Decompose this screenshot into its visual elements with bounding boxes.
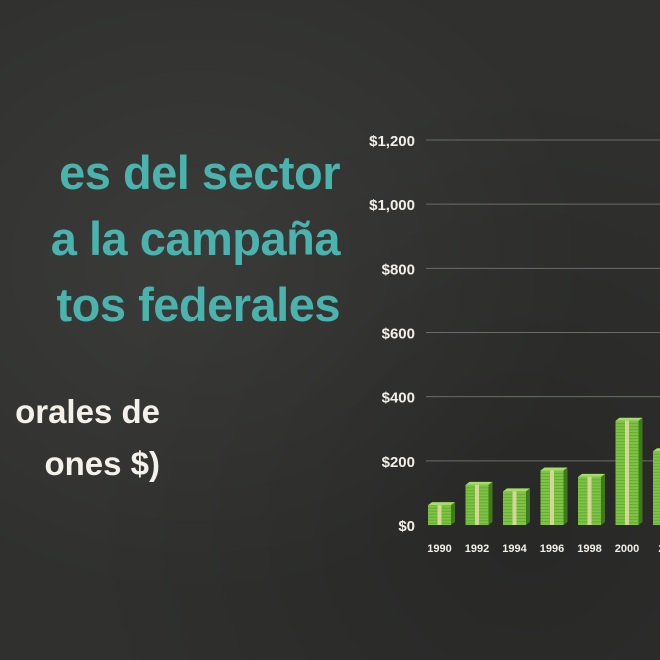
title-line-3: tos federales — [56, 278, 341, 331]
subtitle-line-2: ones $) — [44, 445, 160, 482]
y-tick-label: $600 — [382, 326, 415, 343]
y-tick-label: $1,000 — [369, 197, 415, 214]
bar — [540, 467, 568, 525]
bar-side — [526, 488, 530, 525]
grid-layer — [426, 139, 660, 462]
y-tick-label: $800 — [382, 261, 415, 278]
y-tick-label: $200 — [382, 454, 415, 471]
bars-layer — [428, 417, 660, 525]
bill-band — [512, 491, 517, 525]
bar-top — [503, 488, 530, 492]
y-tick-label: $1,200 — [369, 133, 415, 150]
bar-front — [653, 451, 660, 525]
labels-layer: $0 $200 $400 $600 $800 $1,000 $1,200 1990 1992 19… — [369, 133, 660, 555]
y-tick-label: $0 — [398, 518, 415, 535]
bill-band — [587, 476, 592, 525]
bar — [653, 448, 660, 525]
bar-side — [451, 502, 455, 525]
bar-side — [488, 481, 493, 525]
bar-top — [653, 448, 660, 452]
bar — [428, 502, 455, 525]
bar — [578, 473, 605, 525]
bar-side — [638, 417, 643, 525]
bar — [465, 481, 493, 525]
x-tick-label: 1998 — [577, 543, 601, 555]
title-line-2: a la campaña — [50, 212, 341, 265]
bill-band — [475, 484, 479, 525]
subtitle-line-1: orales de — [15, 393, 160, 430]
bar-top — [540, 467, 568, 471]
bar-side — [601, 473, 605, 525]
bar-side — [563, 467, 568, 525]
bar-top — [428, 502, 455, 506]
chart-subtitle: orales de ones $) — [0, 386, 160, 490]
y-tick-label: $400 — [382, 390, 415, 407]
x-tick-label: 1990 — [427, 543, 451, 555]
x-tick-label: 1992 — [465, 543, 489, 555]
x-tick-label: 1996 — [540, 543, 564, 555]
title-line-1: es del sector — [59, 146, 340, 199]
x-tick-label: 2000 — [615, 543, 639, 555]
bill-band — [625, 420, 629, 525]
bar — [503, 488, 530, 525]
bar-top — [465, 481, 493, 485]
bar-top — [578, 473, 605, 477]
bar-top — [615, 417, 643, 421]
bill-band — [437, 505, 442, 525]
chart-title: es del sector a la campaña tos federales — [0, 140, 341, 338]
bill-band — [550, 470, 554, 525]
bar — [615, 417, 643, 525]
x-tick-label: 20 — [658, 543, 660, 555]
x-tick-label: 1994 — [502, 543, 527, 555]
